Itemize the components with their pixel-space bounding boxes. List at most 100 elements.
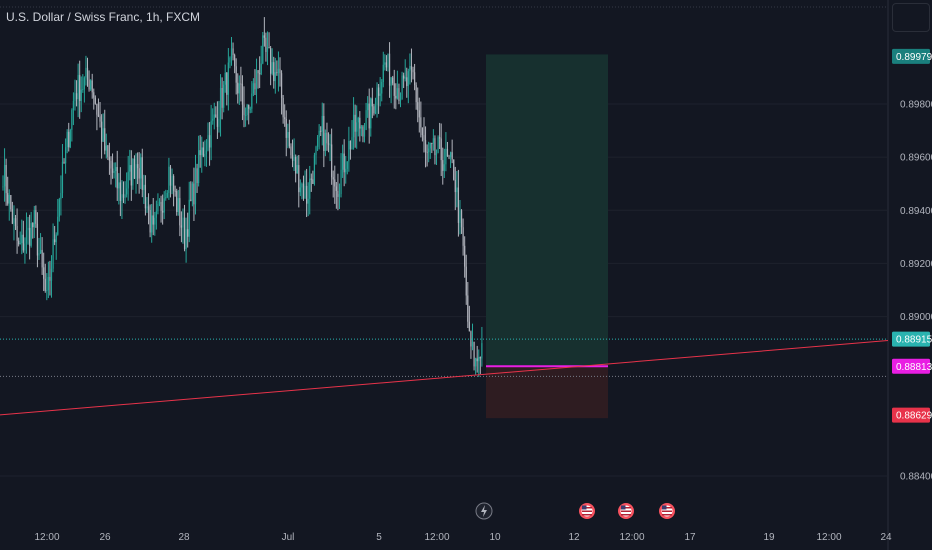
flag-canton [582,505,587,510]
candle-body [403,75,405,79]
x-tick-label: 12 [568,532,580,543]
candle-body [52,239,54,269]
candle-body [202,147,204,157]
us-flag-icon[interactable] [618,503,634,519]
candle-body [224,72,226,85]
candle-body [387,53,389,68]
candle-body [163,198,165,213]
candles [2,17,483,377]
candle-body [165,197,167,199]
candle-body [171,176,173,186]
candle-body [478,357,480,362]
lightning-icon[interactable] [475,502,493,520]
price-tag-box [892,331,930,347]
candle-body [357,117,359,123]
flag-stripe [621,507,631,509]
candle-body [356,122,358,132]
candle-body [219,87,222,120]
candle-body [266,46,269,52]
trendline[interactable] [0,339,889,416]
candle-body [346,161,348,169]
x-tick-label: 12:00 [34,532,59,543]
candle-body [360,126,362,129]
x-tick-label: 12:00 [424,532,449,543]
candle-body [260,63,262,74]
candle-body [127,171,129,189]
candle-body [439,137,441,139]
candle-body [252,83,254,94]
flag-canton [662,505,667,510]
candle-body [323,115,325,152]
candle-body [385,62,388,68]
candle-body [270,48,272,74]
candle-body [280,73,283,98]
candle-body [86,67,89,80]
candle-body [94,97,96,104]
candle-body [288,132,290,147]
price-tag-label: 0.88915 [896,335,932,346]
candle-body [475,358,477,367]
chart-settings-button[interactable] [892,3,930,32]
candle-body [282,97,284,118]
x-axis[interactable]: 12:00 26 28 Jul 5 12:00 10 12 12:00 17 19 12:00 24 [34,532,892,543]
candle-body [440,138,442,161]
flag-stripe [662,507,672,509]
flag-canton [621,505,626,510]
stop-zone[interactable] [486,366,608,419]
us-flag-icon[interactable] [579,503,595,519]
candle-body [227,62,229,95]
candle-body [244,115,247,117]
flag-stripe [582,514,592,516]
candle-body [251,93,253,109]
candle-body [316,137,319,147]
candle-body [216,117,219,127]
candle-body [295,156,297,174]
candle-body [141,157,143,190]
candle-body [345,168,347,173]
candle-body [263,35,265,38]
candle-body [90,80,92,90]
candle-body [121,194,123,201]
candle-body [421,127,424,136]
target-zone[interactable] [486,54,608,367]
x-tick-label: 5 [376,532,382,543]
candle-body [158,201,161,204]
current-price-tag: 0.88915 [892,331,932,347]
candle-body [334,179,336,187]
candle-body [327,143,330,145]
candle-body [218,119,220,127]
candle-body [470,331,472,347]
candle-body [82,89,84,91]
candle-body [168,166,170,193]
position-zones[interactable] [486,54,608,419]
candle-body [370,98,372,129]
flag-stripe [621,510,631,512]
candle-body [315,146,317,156]
candle-body [33,210,35,228]
candle-body [66,131,68,148]
candle-body [105,145,107,151]
candle-body [318,130,320,138]
candle-body [57,216,59,235]
candle-body [240,83,242,85]
candle-body [274,72,276,82]
candle-body [207,135,209,151]
candle-body [146,206,148,209]
candle-body [147,206,150,210]
candle-body [460,210,463,228]
candle-body [108,156,111,161]
candle-body [428,148,430,153]
symbol-title[interactable]: U.S. Dollar / Swiss Franc, 1h, FXCM [6,10,201,24]
candle-body [77,75,79,100]
candle-body [39,249,42,254]
event-markers[interactable] [475,502,675,520]
drawing-lines[interactable] [0,338,889,416]
candle-body [11,209,13,224]
candle-body [241,83,244,105]
us-flag-icon[interactable] [659,503,675,519]
